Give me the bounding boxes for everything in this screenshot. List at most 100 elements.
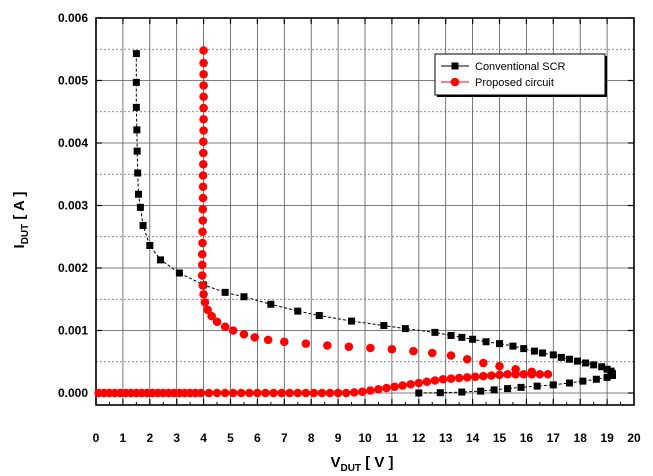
data-point — [267, 300, 275, 308]
data-point — [409, 346, 418, 356]
data-point — [422, 377, 432, 387]
x-tick-label: 17 — [547, 431, 561, 445]
data-point — [482, 338, 490, 346]
x-tick-label: 2 — [146, 431, 153, 445]
legend-label: Conventional SCR — [475, 61, 566, 73]
data-point — [207, 311, 216, 321]
axes: 0 1 2 3 4 5 6 7 8 9 10 11 12 13 14 15 16 17 18 19 200.0000.0… — [58, 11, 641, 445]
data-point — [309, 388, 319, 398]
data-point — [366, 386, 375, 395]
data-point — [228, 388, 238, 398]
x-tick-label: 10 — [358, 431, 372, 445]
legend-item: Conventional SCR — [441, 61, 566, 73]
data-point — [199, 46, 208, 55]
data-point — [520, 345, 528, 353]
x-tick-label: 19 — [600, 431, 614, 445]
data-point — [390, 382, 399, 392]
y-axis-title-main: I — [11, 244, 28, 248]
data-point — [198, 227, 207, 237]
x-tick-label: 15 — [493, 431, 507, 445]
data-point — [479, 358, 488, 368]
data-point — [236, 388, 246, 398]
data-point — [349, 388, 359, 397]
grid — [96, 18, 634, 405]
data-point — [146, 242, 154, 249]
y-tick-label: 0.004 — [58, 136, 88, 150]
data-point — [603, 365, 611, 373]
data-point — [199, 69, 208, 79]
data-point — [539, 349, 547, 357]
x-tick-label: 12 — [412, 431, 426, 445]
data-point — [574, 357, 582, 365]
x-tick-label: 20 — [627, 431, 641, 445]
data-point — [199, 92, 208, 102]
data-point — [387, 344, 397, 354]
data-point — [533, 382, 541, 390]
data-point — [203, 305, 212, 315]
y-axis-title-unit: [ A ] — [11, 192, 28, 224]
data-point — [380, 322, 388, 329]
data-point — [197, 260, 207, 270]
legend-label: Proposed circuit — [475, 77, 554, 89]
data-point — [315, 312, 323, 319]
data-point — [436, 389, 444, 397]
data-point — [608, 372, 616, 379]
data-point — [341, 388, 351, 398]
x-tick-label: 5 — [227, 431, 234, 445]
data-point — [199, 148, 208, 158]
data-point — [261, 388, 270, 398]
data-point — [294, 307, 302, 315]
data-point — [458, 333, 466, 341]
data-point — [447, 332, 455, 339]
data-point — [462, 354, 472, 364]
data-point — [240, 293, 248, 301]
data-point — [135, 190, 143, 198]
data-point — [293, 388, 303, 398]
x-tick-label: 8 — [308, 431, 315, 445]
data-point — [446, 351, 456, 360]
data-point — [200, 298, 210, 307]
x-axis-title-main: V — [330, 454, 340, 471]
data-point — [136, 203, 144, 211]
data-point — [549, 351, 557, 359]
legend-marker — [450, 77, 460, 87]
data-point — [358, 387, 367, 397]
x-tick-label: 1 — [120, 431, 127, 445]
data-point — [199, 126, 208, 135]
data-point — [504, 385, 512, 393]
data-point — [509, 342, 517, 350]
data-point — [477, 387, 485, 395]
data-point — [490, 386, 498, 394]
series-proposed-circuit — [94, 46, 553, 398]
legend-item: Proposed circuit — [441, 77, 554, 89]
data-point — [263, 335, 273, 345]
y-tick-label: 0.002 — [58, 261, 88, 275]
series-layer — [94, 46, 616, 398]
x-tick-label: 6 — [254, 431, 261, 445]
data-point — [198, 182, 208, 192]
x-tick-label: 0 — [93, 431, 100, 445]
data-point — [511, 364, 520, 374]
data-point — [134, 169, 142, 177]
data-point — [220, 322, 230, 332]
data-point — [197, 249, 207, 259]
data-point — [253, 388, 262, 398]
data-point — [323, 341, 332, 350]
data-point — [527, 367, 537, 377]
data-point — [250, 333, 260, 342]
data-point — [458, 388, 466, 396]
data-point — [579, 377, 587, 385]
x-axis-title-sub: DUT — [340, 463, 361, 474]
y-tick-label: 0.005 — [58, 74, 88, 88]
data-point — [199, 159, 208, 169]
x-tick-label: 11 — [386, 431, 399, 445]
data-point — [348, 317, 356, 325]
data-point — [401, 325, 409, 333]
data-point — [198, 281, 208, 290]
data-point — [198, 171, 208, 180]
data-point — [414, 378, 424, 388]
data-point — [198, 238, 207, 248]
data-point — [344, 342, 354, 352]
data-point — [277, 388, 286, 398]
data-point — [245, 388, 254, 398]
